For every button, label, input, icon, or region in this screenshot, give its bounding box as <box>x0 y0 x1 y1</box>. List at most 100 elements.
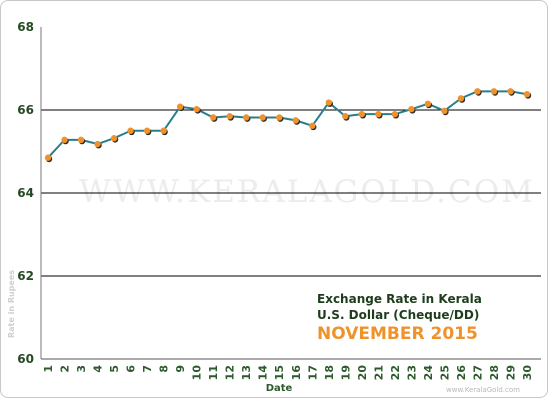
data-point-marker <box>457 95 465 102</box>
data-point <box>391 110 400 119</box>
x-tick-label: 17 <box>306 365 319 380</box>
data-point <box>441 107 449 116</box>
x-tick-label: 26 <box>455 365 468 381</box>
x-tick-label: 20 <box>356 365 369 381</box>
data-point <box>193 105 201 114</box>
data-point <box>292 117 300 125</box>
y-tick-label: 68 <box>17 20 34 34</box>
x-tick-label: 23 <box>405 365 418 380</box>
data-point-marker <box>94 140 101 148</box>
data-point <box>457 95 466 103</box>
x-tick-label: 22 <box>389 365 402 380</box>
x-tick-label: 29 <box>504 365 517 380</box>
data-point <box>259 114 267 122</box>
x-tick-label: 1 <box>42 365 55 373</box>
x-tick-label: 13 <box>240 365 253 380</box>
data-point-marker <box>309 122 316 129</box>
data-point-marker <box>507 88 514 95</box>
data-point <box>176 103 185 112</box>
x-tick-label: 16 <box>290 365 303 381</box>
x-tick-label: 9 <box>174 365 187 373</box>
x-tick-label: 6 <box>125 365 138 373</box>
data-point-marker <box>259 114 266 121</box>
x-tick-label: 21 <box>372 365 385 380</box>
data-point-marker <box>375 110 382 118</box>
data-point-marker <box>44 154 52 161</box>
data-point-marker <box>276 114 283 121</box>
x-axis-label: Date <box>266 383 293 394</box>
data-point <box>408 105 416 114</box>
gridlines <box>40 27 541 360</box>
data-point-marker <box>160 127 167 134</box>
y-tick-label: 62 <box>17 269 34 283</box>
data-point <box>276 114 284 122</box>
credit-text: www.KeralaGold.com <box>446 386 520 394</box>
data-point-marker <box>342 113 349 120</box>
y-axis-ticks: 60 62 64 66 68 <box>17 20 34 366</box>
data-point-marker <box>226 113 233 120</box>
data-point <box>226 113 234 121</box>
x-tick-label: 12 <box>224 365 237 380</box>
data-point-marker <box>143 127 151 134</box>
y-axis-label: Rate in Rupees <box>7 270 16 338</box>
data-point <box>474 88 482 96</box>
data-point-marker <box>474 88 481 95</box>
x-tick-label: 10 <box>191 365 204 381</box>
data-point-marker <box>490 88 498 95</box>
data-point-marker <box>424 100 432 107</box>
data-point-marker <box>110 135 118 142</box>
data-point-marker <box>408 105 415 113</box>
data-point <box>110 135 119 143</box>
x-tick-label: 7 <box>141 365 154 373</box>
chart-title-month: NOVEMBER 2015 <box>317 324 478 344</box>
x-tick-label: 27 <box>471 365 484 380</box>
data-point <box>490 88 499 96</box>
data-point <box>77 136 86 145</box>
x-tick-label: 5 <box>108 365 121 373</box>
data-point <box>507 88 515 96</box>
x-tick-label: 15 <box>273 365 286 380</box>
data-point <box>243 114 251 122</box>
data-point-marker <box>209 114 217 121</box>
data-point <box>127 127 135 136</box>
x-tick-label: 28 <box>488 365 501 380</box>
x-tick-label: 24 <box>422 365 435 381</box>
data-point <box>424 100 433 109</box>
data-point <box>325 99 333 107</box>
x-tick-label: 8 <box>158 365 171 373</box>
data-point <box>61 136 69 145</box>
chart-title-line1: Exchange Rate in Kerala <box>317 292 482 306</box>
data-point-marker <box>391 110 399 118</box>
x-tick-label: 18 <box>323 365 336 380</box>
data-point <box>523 91 532 99</box>
data-point <box>375 110 383 119</box>
x-tick-label: 2 <box>59 365 72 373</box>
data-point <box>44 154 53 163</box>
x-tick-label: 3 <box>75 365 88 373</box>
y-tick-label: 66 <box>17 103 34 117</box>
x-tick-label: 30 <box>521 365 534 381</box>
data-point <box>209 114 218 122</box>
x-tick-label: 11 <box>207 365 220 380</box>
data-point-marker <box>61 136 68 144</box>
data-point <box>342 113 350 121</box>
data-point <box>160 127 168 136</box>
x-tick-label: 19 <box>339 365 352 380</box>
data-point <box>309 122 317 131</box>
data-point-marker <box>292 117 299 124</box>
series-line-group <box>44 88 532 163</box>
data-point-marker <box>77 136 85 144</box>
data-point <box>143 127 152 136</box>
data-point-marker <box>176 103 184 110</box>
data-point-marker <box>523 91 531 98</box>
data-point-marker <box>441 107 448 115</box>
y-tick-label: 60 <box>17 352 34 366</box>
x-tick-label: 14 <box>257 365 270 381</box>
x-axis-ticks: 1 2 3 4 5 6 7 8 9 10 11 12 13 14 15 16 17 18 19 20 21 22 23 24 2… <box>42 365 534 381</box>
data-point-marker <box>243 114 250 121</box>
data-point-marker <box>358 110 366 118</box>
series-line <box>47 90 528 159</box>
data-point <box>94 140 102 149</box>
